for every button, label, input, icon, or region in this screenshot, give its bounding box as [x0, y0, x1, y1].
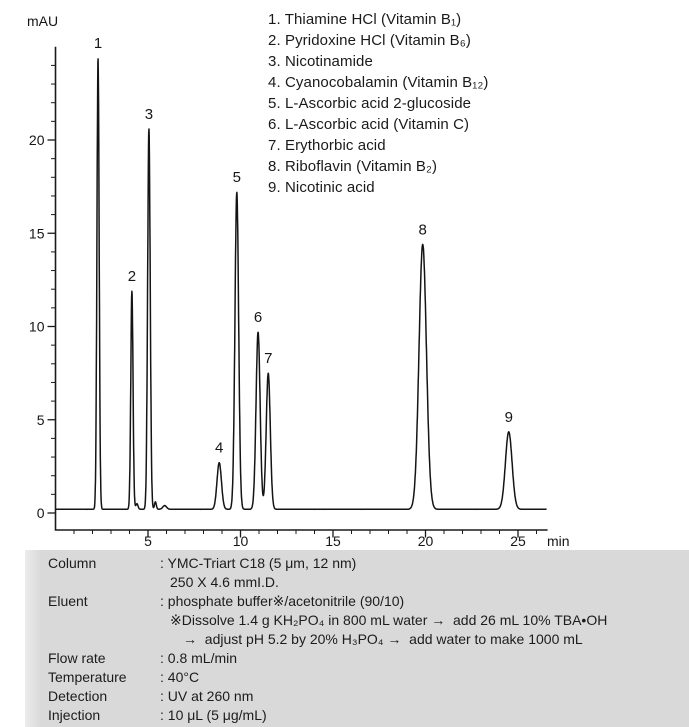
- condition-row-eluent: Eluent : phosphate buffer※/acetonitrile …: [48, 592, 689, 649]
- condition-line: : UV at 260 nm: [160, 688, 254, 704]
- condition-line: : 40°C: [160, 669, 200, 685]
- chromatogram-panel: 0 5 10 15 20 5 10 15 20 25 mAU min 1 2 3 4 5 6 7 8 9: [27, 13, 570, 549]
- condition-label: Flow rate: [48, 650, 106, 666]
- condition-line: : phosphate buffer※/acetonitrile (90/10): [160, 593, 405, 609]
- x-tick-label: 5: [144, 533, 152, 549]
- condition-value: : UV at 260 nm: [160, 687, 689, 706]
- condition-value: : 40°C: [160, 668, 689, 687]
- legend-item-5: 5. L-Ascorbic acid 2-glucoside: [268, 95, 472, 112]
- x-tick-label: 20: [418, 533, 434, 549]
- condition-value: : phosphate buffer※/acetonitrile (90/10)…: [160, 592, 689, 649]
- condition-line: : 10 μL (5 μg/mL): [160, 707, 267, 723]
- peak-label-2: 2: [128, 268, 136, 285]
- y-tick-label: 20: [29, 132, 45, 148]
- peak-label-7: 7: [264, 350, 272, 367]
- peak-legend: 1. Thiamine HCl (Vitamin B₁) 2. Pyridoxi…: [268, 9, 688, 198]
- condition-label: Temperature: [48, 669, 127, 685]
- condition-row-injection: Injection : 10 μL (5 μg/mL): [48, 706, 689, 725]
- conditions-panel: Column : YMC-Triart C18 (5 μm, 12 nm) 25…: [25, 550, 689, 727]
- axes: [54, 46, 548, 531]
- legend-item-6: 6. L-Ascorbic acid (Vitamin C): [268, 116, 470, 133]
- y-tick-label: 0: [37, 505, 45, 521]
- condition-label: Eluent: [48, 593, 88, 609]
- peak-label-1: 1: [94, 35, 102, 52]
- peak-label-9: 9: [505, 409, 513, 426]
- condition-label: Column: [48, 555, 97, 571]
- signal-trace: [54, 58, 548, 511]
- condition-row-flow-rate: Flow rate : 0.8 mL/min: [48, 649, 689, 668]
- legend-item-7: 7. Erythorbic acid: [268, 137, 386, 154]
- condition-line: 250 X 4.6 mmI.D.: [170, 574, 279, 590]
- y-tick-label: 15: [29, 225, 45, 241]
- condition-label: Detection: [48, 688, 108, 704]
- condition-row-temperature: Temperature : 40°C: [48, 668, 689, 687]
- x-tick-label: 10: [233, 533, 249, 549]
- x-tick-label: 15: [325, 533, 341, 549]
- peak-label-8: 8: [419, 221, 427, 238]
- legend-item-4: 4. Cyanocobalamin (Vitamin B₁₂): [268, 74, 489, 91]
- condition-line: ※Dissolve 1.4 g KH₂PO₄ in 800 mL water →…: [170, 612, 608, 628]
- condition-value: : YMC-Triart C18 (5 μm, 12 nm) 250 X 4.6…: [160, 554, 689, 592]
- condition-line: : 0.8 mL/min: [160, 650, 238, 666]
- x-axis-unit-label: min: [547, 533, 570, 549]
- peak-label-4: 4: [215, 440, 223, 457]
- condition-value: : 0.8 mL/min: [160, 649, 689, 668]
- condition-line: : YMC-Triart C18 (5 μm, 12 nm): [160, 555, 357, 571]
- condition-row-column: Column : YMC-Triart C18 (5 μm, 12 nm) 25…: [48, 554, 689, 592]
- condition-value: : 10 μL (5 μg/mL): [160, 706, 689, 725]
- condition-label: Injection: [48, 707, 101, 723]
- chromatogram-svg: 0 5 10 15 20 5 10 15 20 25 mAU min 1 2 3 4 5 6 7 8 9: [27, 13, 570, 549]
- legend-item-2: 2. Pyridoxine HCl (Vitamin B₆): [268, 32, 472, 49]
- legend-item-3: 3. Nicotinamide: [268, 53, 373, 70]
- y-axis-unit-label: mAU: [27, 13, 58, 29]
- peak-label-3: 3: [145, 106, 153, 123]
- legend-item-1: 1. Thiamine HCl (Vitamin B₁): [268, 11, 462, 28]
- y-tick-label: 10: [29, 319, 45, 335]
- legend-item-8: 8. Riboflavin (Vitamin B₂): [268, 158, 438, 175]
- x-tick-label: 25: [510, 533, 526, 549]
- peak-label-6: 6: [254, 309, 262, 326]
- y-tick-label: 5: [37, 412, 45, 428]
- condition-row-detection: Detection : UV at 260 nm: [48, 687, 689, 706]
- legend-item-9: 9. Nicotinic acid: [268, 179, 375, 196]
- peak-label-5: 5: [233, 169, 241, 186]
- condition-line: → adjust pH 5.2 by 20% H₃PO₄ → add water…: [183, 631, 583, 647]
